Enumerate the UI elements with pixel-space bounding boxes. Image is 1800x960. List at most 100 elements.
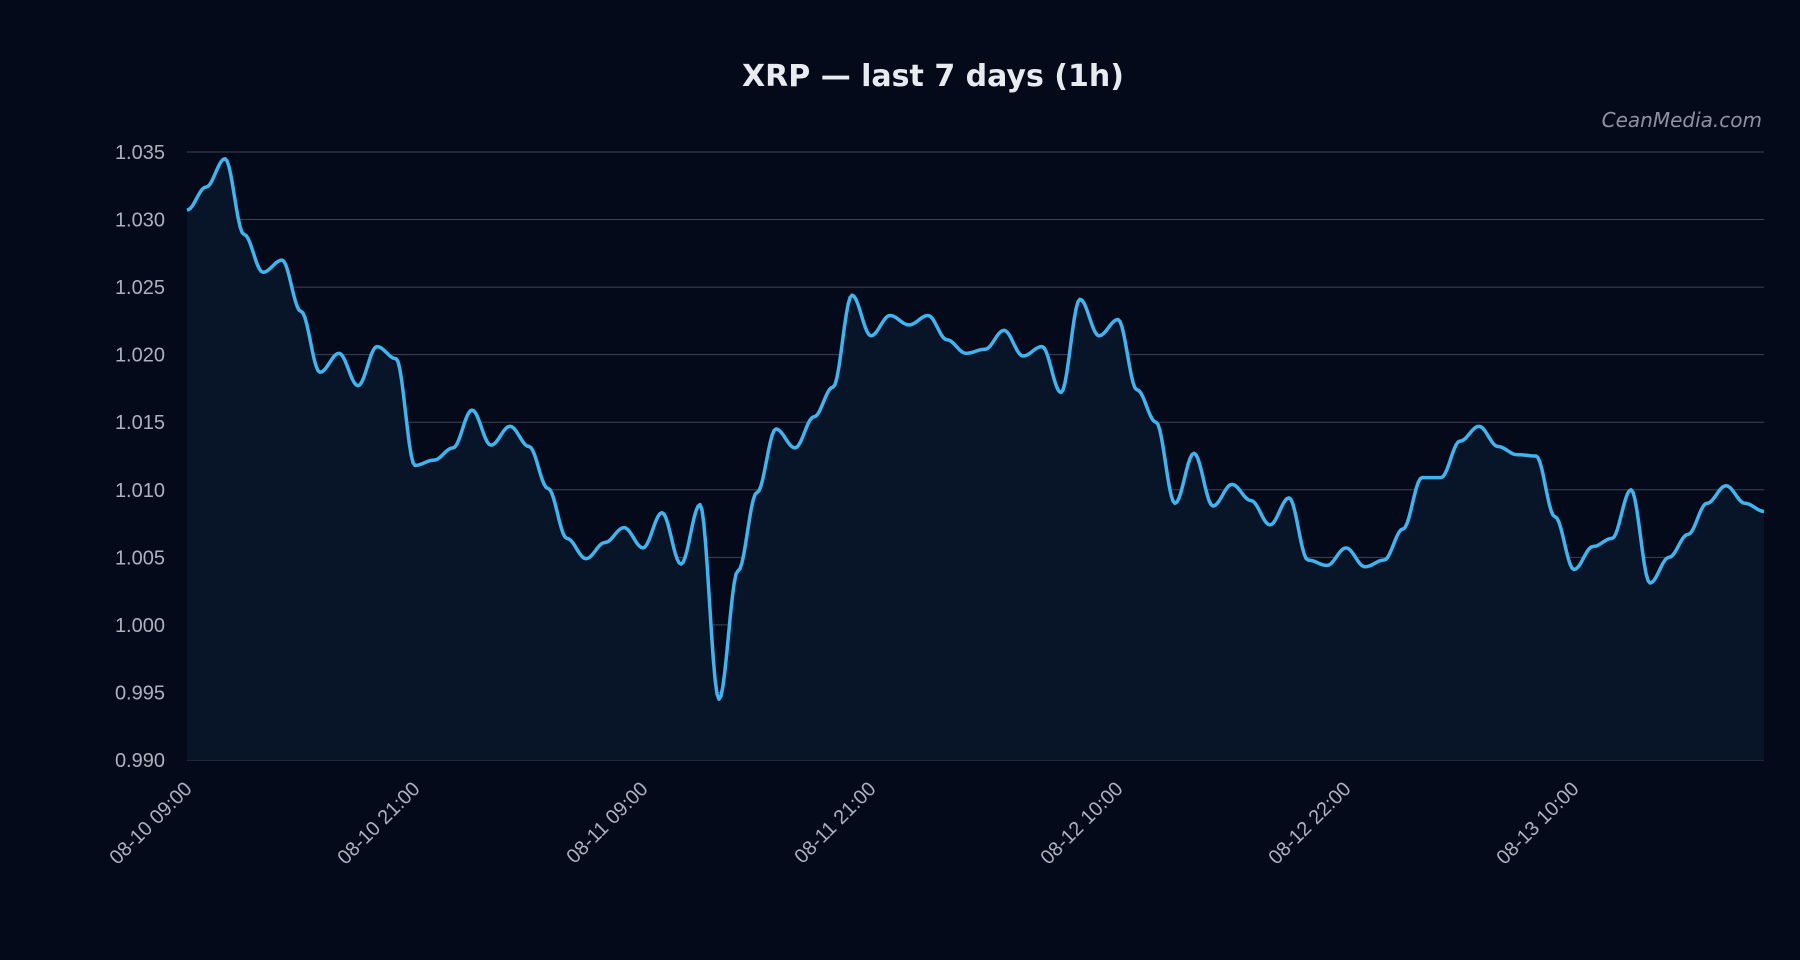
y-tick-label: 1.015 — [115, 412, 165, 434]
data-point — [659, 510, 665, 516]
data-point — [1286, 495, 1292, 501]
data-point — [336, 350, 342, 356]
data-point — [887, 313, 893, 319]
data-point — [792, 445, 798, 451]
data-point — [1457, 438, 1463, 444]
data-point — [1742, 500, 1748, 506]
data-point — [1609, 535, 1615, 541]
data-point — [1381, 557, 1387, 563]
data-point — [1362, 564, 1368, 570]
data-point — [355, 383, 361, 389]
data-point — [507, 423, 513, 429]
data-point — [1115, 317, 1121, 323]
data-point — [811, 414, 817, 420]
y-tick-label: 0.990 — [115, 750, 165, 772]
data-point — [1039, 344, 1045, 350]
data-point — [1666, 554, 1672, 560]
data-point — [1191, 450, 1197, 456]
data-point — [1685, 531, 1691, 537]
data-point — [1533, 453, 1539, 459]
data-point — [203, 184, 209, 190]
data-point — [222, 156, 228, 162]
data-point — [1476, 423, 1482, 429]
price-line — [186, 157, 1765, 701]
y-tick-label: 1.005 — [115, 547, 165, 569]
data-point — [640, 545, 646, 551]
data-point — [1590, 544, 1596, 550]
watermark-text: CeanMedia.com — [1602, 108, 1762, 132]
data-point — [1001, 327, 1007, 333]
data-point — [241, 231, 247, 237]
data-point — [184, 207, 190, 213]
y-tick-label: 1.025 — [115, 277, 165, 299]
data-point — [1704, 500, 1710, 506]
data-point — [678, 561, 684, 567]
data-point — [431, 457, 437, 463]
data-point — [868, 333, 874, 339]
data-point — [830, 384, 836, 390]
data-point — [260, 269, 266, 275]
y-axis-ticks: 0.990 0.995 1.000 1.005 1.010 1.015 1.020 1.025… — [115, 142, 165, 772]
data-point — [1419, 475, 1425, 481]
data-point — [1343, 545, 1349, 551]
y-tick-label: 1.000 — [115, 615, 165, 637]
data-point — [906, 322, 912, 328]
data-point — [697, 502, 703, 508]
data-point — [374, 344, 380, 350]
data-point — [716, 696, 722, 702]
data-point — [526, 444, 532, 450]
data-point — [982, 346, 988, 352]
chart-title: XRP — last 7 days (1h) — [742, 59, 1124, 94]
data-point — [1058, 390, 1064, 396]
data-point — [1229, 481, 1235, 487]
data-point — [1761, 508, 1767, 514]
data-point — [488, 442, 494, 448]
data-point — [1210, 503, 1216, 509]
data-point — [773, 426, 779, 432]
data-point — [754, 490, 760, 496]
data-point — [279, 257, 285, 263]
y-tick-label: 1.035 — [115, 142, 165, 164]
price-area-fill — [187, 158, 1764, 761]
data-point — [1172, 500, 1178, 506]
data-point — [1077, 296, 1083, 302]
data-point — [393, 356, 399, 362]
data-point — [1134, 387, 1140, 393]
y-tick-label: 1.020 — [115, 345, 165, 367]
data-point — [602, 540, 608, 546]
data-point — [944, 337, 950, 343]
data-point — [1495, 444, 1501, 450]
data-point — [1552, 514, 1558, 520]
data-point — [450, 445, 456, 451]
y-tick-label: 1.010 — [115, 480, 165, 502]
y-tick-label: 0.995 — [115, 682, 165, 704]
data-point — [963, 350, 969, 356]
data-point — [735, 568, 741, 574]
data-point — [1267, 522, 1273, 528]
data-point — [1647, 580, 1653, 586]
data-point — [1723, 483, 1729, 489]
data-point — [1628, 487, 1634, 493]
data-point — [1020, 353, 1026, 359]
data-point — [317, 369, 323, 375]
series-layer — [184, 156, 1767, 761]
data-point — [1514, 452, 1520, 458]
data-point — [412, 463, 418, 469]
y-tick-label: 1.030 — [115, 210, 165, 232]
data-point — [545, 485, 551, 491]
data-point — [925, 313, 931, 319]
data-point — [849, 292, 855, 298]
data-point — [564, 535, 570, 541]
data-point — [1438, 475, 1444, 481]
data-point — [1248, 498, 1254, 504]
data-point — [1153, 419, 1159, 425]
data-point — [1324, 562, 1330, 568]
data-point — [583, 556, 589, 562]
data-point — [1400, 526, 1406, 532]
data-point — [1571, 567, 1577, 573]
data-point — [621, 525, 627, 531]
data-point — [298, 308, 304, 314]
data-point — [1305, 557, 1311, 563]
